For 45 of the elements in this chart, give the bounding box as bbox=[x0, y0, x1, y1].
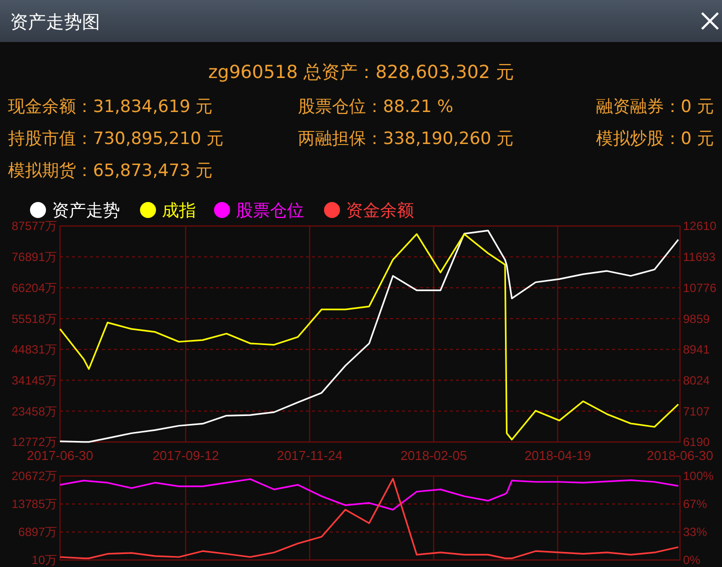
y2-tick-label: 8024 bbox=[683, 373, 710, 388]
y-tick-label: 23458万 bbox=[12, 404, 57, 418]
x-tick-label: 2017-06-30 bbox=[26, 448, 94, 463]
y-tick-label: 55518万 bbox=[12, 312, 57, 326]
x-tick-label: 2018-04-19 bbox=[524, 448, 591, 463]
text: 持股市值：730,895,210 元 bbox=[8, 129, 224, 149]
x-tick-label: 2018-02-05 bbox=[400, 448, 467, 463]
y2-tick-label: 11693 bbox=[683, 250, 716, 264]
x-tick-label: 2017-11-24 bbox=[276, 448, 342, 463]
y2-tick-label: 9859 bbox=[683, 312, 710, 326]
y-tick-label: 20672万 bbox=[12, 469, 57, 484]
line-series bbox=[59, 478, 680, 510]
x-tick-label: 2017-09-12 bbox=[152, 448, 219, 463]
legend-label: 资金余额 bbox=[346, 200, 414, 221]
y2-tick-label: 0% bbox=[683, 553, 701, 567]
text: 模拟期货：65,873,473 元 bbox=[8, 161, 213, 181]
y-tick-label: 87577万 bbox=[12, 219, 57, 234]
y-tick-label: 66204万 bbox=[12, 280, 57, 295]
line-series bbox=[59, 478, 680, 560]
y2-tick-label: 100% bbox=[683, 469, 714, 484]
legend-label: 成指 bbox=[162, 200, 196, 221]
y2-tick-label: 8941 bbox=[683, 342, 710, 357]
y-tick-label: 44831万 bbox=[12, 342, 57, 357]
y-tick-label: 13785万 bbox=[12, 497, 57, 512]
y2-tick-label: 6190 bbox=[683, 435, 710, 450]
text: 两融担保：338,190,260 元 bbox=[298, 129, 514, 149]
x-tick-label: 2018-06-30 bbox=[646, 448, 714, 463]
legend-label: 股票仓位 bbox=[236, 200, 304, 221]
text: 融资融券：0 元 bbox=[596, 97, 714, 117]
y-tick-label: 12772万 bbox=[12, 435, 57, 450]
y2-tick-label: 7107 bbox=[683, 404, 710, 418]
text: 模拟炒股：0 元 bbox=[596, 129, 714, 149]
y2-tick-label: 67% bbox=[683, 497, 708, 512]
y-tick-label: 76891万 bbox=[12, 250, 57, 264]
y2-tick-label: 12610 bbox=[683, 219, 717, 234]
y-tick-label: 10万 bbox=[32, 553, 57, 567]
y-tick-label: 34145万 bbox=[12, 373, 57, 388]
text: 现金余额：31,834,619 元 bbox=[8, 97, 213, 117]
legend-label: 资产走势 bbox=[52, 200, 120, 221]
text: zg960518 总资产：828,603,302 元 bbox=[208, 62, 514, 83]
y2-tick-label: 33% bbox=[683, 525, 708, 540]
y2-tick-label: 10776 bbox=[683, 280, 717, 295]
text: 股票仓位：88.21 % bbox=[298, 97, 454, 117]
chart-title: 资产走势图 bbox=[10, 12, 100, 33]
y-tick-label: 6897万 bbox=[18, 525, 57, 540]
